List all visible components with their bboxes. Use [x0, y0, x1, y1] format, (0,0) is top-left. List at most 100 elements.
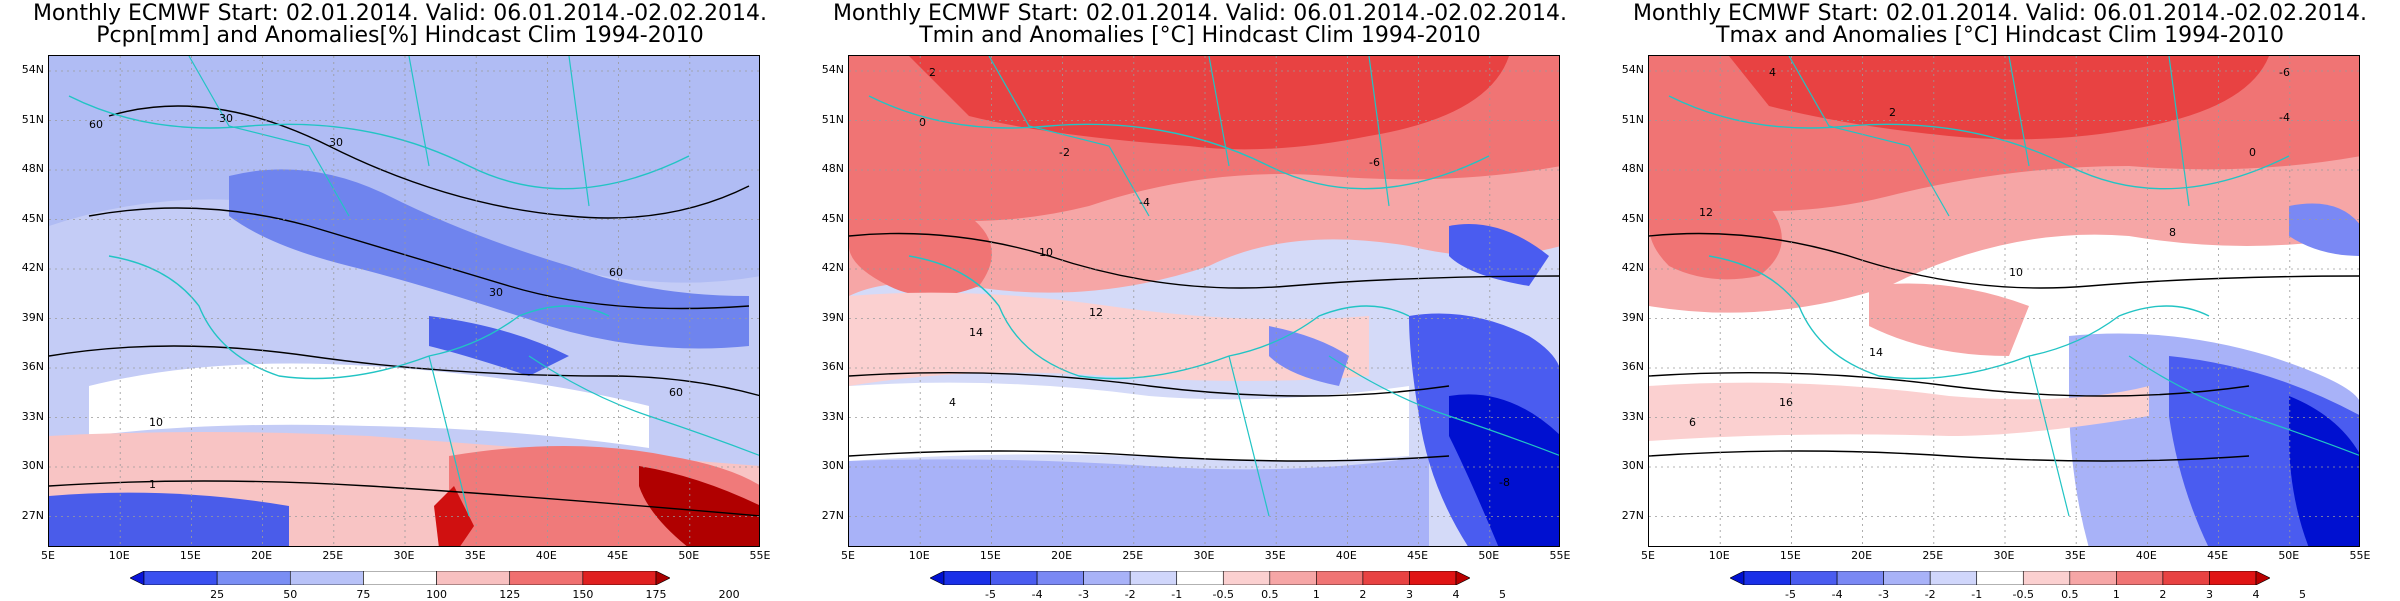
longitude-label: 35E [2064, 549, 2086, 562]
latitude-label: 51N [21, 112, 44, 126]
panel-title-line1: Monthly ECMWF Start: 02.01.2014. Valid: … [1632, 1, 2368, 26]
latitude-label: 45N [21, 211, 44, 225]
legend-label: 75 [356, 588, 371, 601]
legend-label: 3 [1405, 588, 1413, 601]
legend-swatch [2209, 571, 2257, 585]
contour-label: -4 [2279, 111, 2290, 124]
longitude-label: 50E [2278, 549, 2300, 562]
longitude-label: 30E [1993, 549, 2015, 562]
color-legend [930, 571, 1470, 585]
longitude-label: 50E [678, 549, 700, 562]
legend-swatch [436, 571, 511, 585]
latitude-label: 33N [21, 409, 44, 423]
latitude-label: 27N [21, 508, 44, 522]
latitude-label: 45N [821, 211, 844, 225]
legend-swatch [1743, 571, 1791, 585]
longitude-label: 45E [2207, 549, 2229, 562]
legend-label: 125 [499, 588, 521, 601]
longitude-label: 20E [1051, 549, 1073, 562]
legend-swatch [2162, 571, 2210, 585]
legend-swatch [930, 571, 945, 585]
contour-label: 10 [149, 416, 163, 429]
longitude-label: 55E [2349, 549, 2371, 562]
legend-swatch [655, 571, 670, 585]
legend-swatch [1790, 571, 1838, 585]
latitude-label: 30N [1621, 459, 1644, 472]
legend-label: 200 [718, 588, 740, 601]
contour-label: 2 [1889, 106, 1896, 119]
map-area: -6 -4 4 2 0 8 10 12 14 16 6 [1648, 55, 2360, 547]
legend-label: 2 [2159, 588, 2167, 601]
legend-swatch [1036, 571, 1084, 585]
legend-label: 3 [2205, 588, 2213, 601]
legend-swatch [1455, 571, 1470, 585]
legend-label: -4 [1031, 588, 1043, 601]
map-canvas: 30 60 10 1 30 60 60 30 [49, 56, 759, 546]
latitude-label: 48N [821, 162, 844, 175]
latitude-label: 54N [821, 63, 844, 76]
legend-swatch [1730, 571, 1745, 585]
contour-label: 60 [669, 386, 683, 399]
legend-swatch [1269, 571, 1317, 585]
legend-label: -2 [1924, 588, 1936, 601]
contour-label: -6 [2279, 66, 2290, 79]
longitude-label: 35E [464, 549, 486, 562]
longitude-label: 35E [1264, 549, 1286, 562]
legend-swatch [130, 571, 145, 585]
latitude-label: 48N [1621, 162, 1644, 175]
longitude-label: 25E [1922, 549, 1944, 562]
contour-label: -6 [1369, 156, 1380, 169]
panel-title-line2: Pcpn[mm] and Anomalies[%] Hindcast Clim … [96, 23, 704, 48]
legend-label: 50 [283, 588, 298, 601]
contour-label: 14 [1869, 346, 1883, 359]
latitude-label: 33N [821, 409, 844, 423]
contour-label: 14 [969, 326, 983, 339]
map-area: 30 60 10 1 30 60 60 30 [48, 55, 760, 547]
latitude-label: 48N [21, 162, 44, 175]
longitude-label: 40E [2135, 549, 2157, 562]
legend-label: 5 [1499, 588, 1507, 601]
latitude-label: 36N [21, 360, 44, 373]
longitude-label: 10E [1708, 549, 1730, 562]
legend-swatch [582, 571, 657, 585]
legend-swatch [1409, 571, 1457, 585]
legend-label: -0.5 [1212, 588, 1234, 601]
legend-label: 4 [1452, 588, 1460, 601]
legend-swatch [943, 571, 991, 585]
longitude-label: 40E [535, 549, 557, 562]
legend-label: 1 [2112, 588, 2120, 601]
legend-swatch [216, 571, 291, 585]
contour-label: 0 [919, 116, 926, 129]
tmax-panel: Monthly ECMWF Start: 02.01.2014. Valid: … [1600, 0, 2400, 601]
legend-swatch [2022, 571, 2071, 585]
color-legend [1730, 571, 2270, 585]
latitude-label: 39N [821, 310, 844, 324]
legend-label: -4 [1831, 588, 1843, 601]
legend-label: -0.5 [2012, 588, 2034, 601]
contour-label: 0 [2249, 146, 2256, 159]
latitude-label: 42N [21, 261, 44, 274]
contour-label: 60 [609, 266, 623, 279]
latitude-label: 39N [21, 310, 44, 324]
longitude-label: 20E [251, 549, 273, 562]
latitude-label: 36N [821, 360, 844, 373]
contour-label: 4 [1769, 66, 1776, 79]
legend-swatch [2116, 571, 2164, 585]
longitude-label: 30E [393, 549, 415, 562]
longitude-label: 45E [607, 549, 629, 562]
longitude-label: 10E [908, 549, 930, 562]
legend-swatch [1222, 571, 1271, 585]
contour-label: 16 [1779, 396, 1793, 409]
longitude-label: 10E [108, 549, 130, 562]
contour-label: 60 [89, 118, 103, 131]
latitude-label: 30N [21, 459, 44, 472]
precip-panel: Monthly ECMWF Start: 02.01.2014. Valid: … [0, 0, 800, 601]
latitude-label: 54N [1621, 63, 1644, 76]
legend-swatch [1929, 571, 1978, 585]
legend-swatch [1883, 571, 1931, 585]
latitude-label: 45N [1621, 211, 1644, 225]
map-grid [1649, 56, 2359, 546]
longitude-label: 5E [841, 549, 855, 562]
legend-label: -2 [1124, 588, 1136, 601]
latitude-label: 36N [1621, 360, 1644, 373]
